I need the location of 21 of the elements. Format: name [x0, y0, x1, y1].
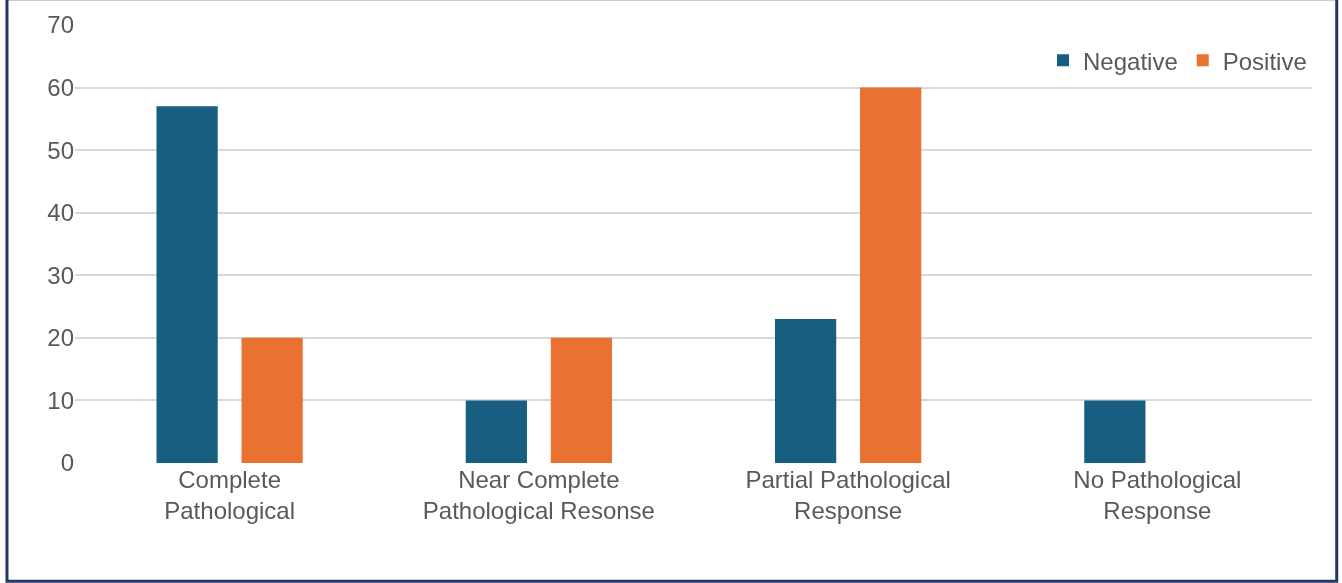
y-tick-label: 50 [47, 136, 74, 164]
y-tick-label: 30 [47, 261, 74, 289]
bar [465, 400, 527, 463]
bar [1084, 400, 1146, 463]
legend-label: Positive [1222, 47, 1307, 75]
bar [241, 337, 303, 463]
x-tick-label: Near Complete Pathological Resonse [422, 466, 655, 525]
x-tick-label: No Pathological Response [1073, 466, 1242, 525]
y-tick-label: 70 [47, 11, 74, 39]
bar [550, 337, 613, 463]
y-tick-label: 40 [47, 199, 74, 227]
bar [860, 87, 922, 463]
x-tick-label: Complete Pathological [164, 466, 296, 525]
y-tick-label: 60 [47, 73, 74, 101]
bar [156, 106, 218, 463]
y-tick-label: 10 [47, 386, 74, 414]
y-tick-label: 20 [47, 324, 74, 352]
x-tick-label: Partial Pathological Response [745, 466, 951, 525]
y-tick-label: 0 [60, 449, 74, 477]
legend-label: Negative [1083, 47, 1178, 75]
bar [774, 319, 837, 463]
